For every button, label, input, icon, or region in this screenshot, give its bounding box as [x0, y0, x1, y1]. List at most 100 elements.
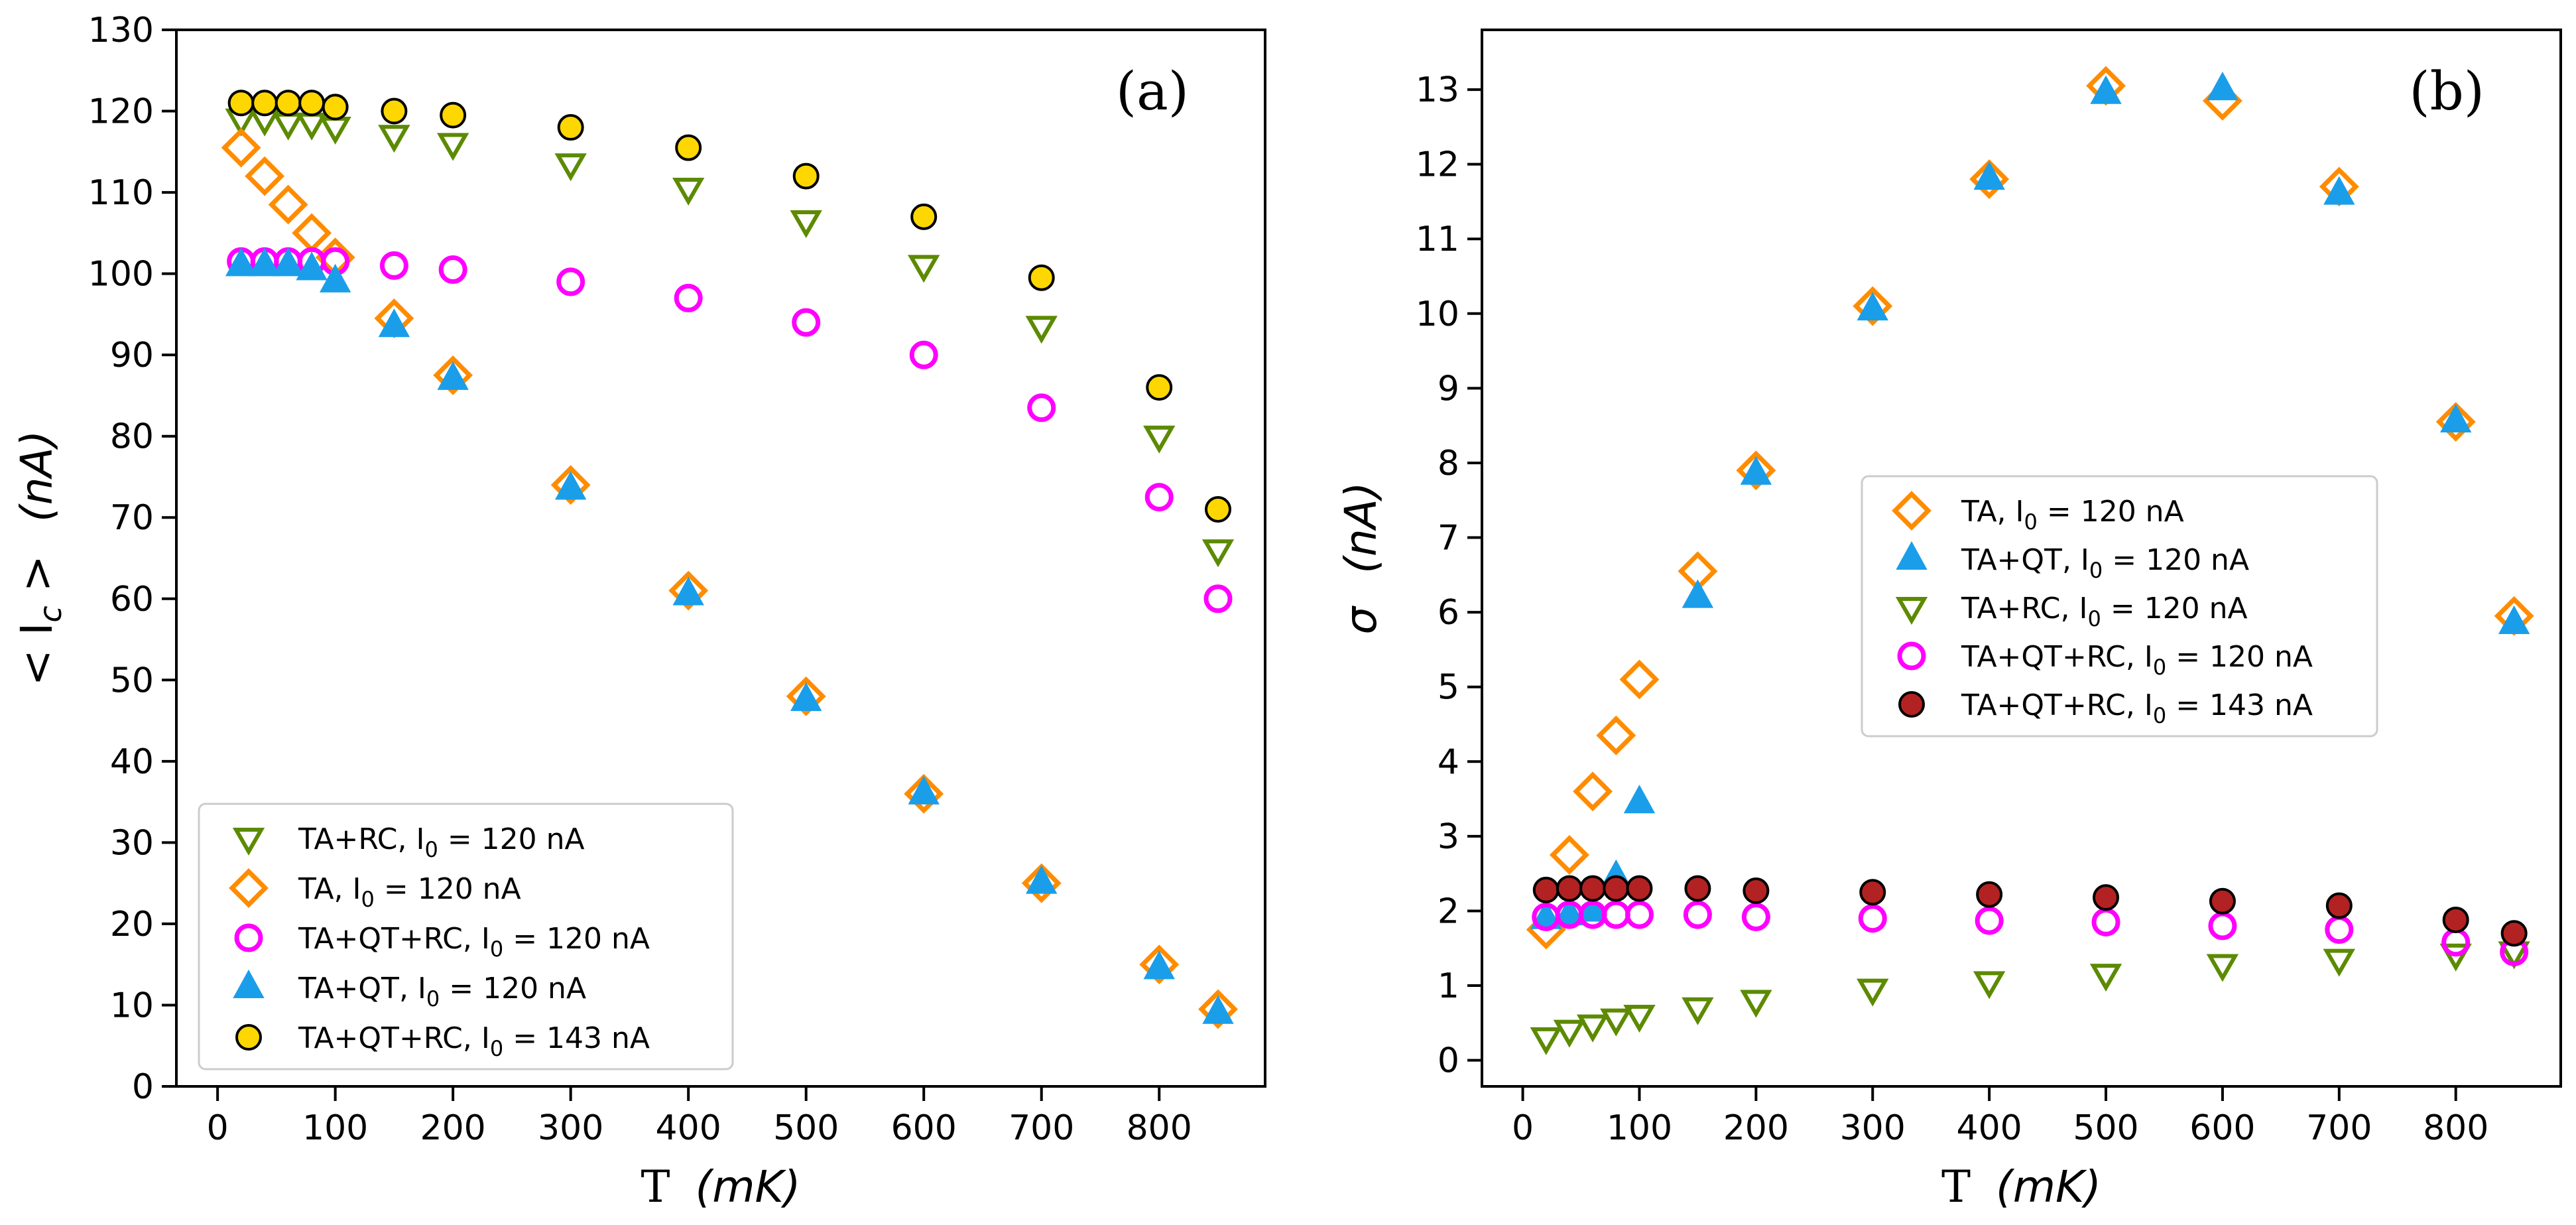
legend-marker — [1896, 541, 1928, 570]
legend-label-prefix: TA+QT+RC, I — [1961, 640, 2153, 674]
data-point — [908, 255, 940, 283]
data-point — [436, 133, 469, 161]
data-point — [2435, 402, 2476, 442]
data-point — [1576, 1014, 1609, 1043]
data-point — [378, 125, 410, 153]
legend-label-prefix: TA+RC, I — [1961, 592, 2087, 625]
data-point — [674, 283, 703, 312]
legend-marker — [232, 828, 265, 856]
x-tick-label: 300 — [1840, 1108, 1906, 1148]
legend-label: TA+QT+RC, I0 = 120 nA — [298, 922, 650, 962]
data-point — [1740, 990, 1772, 1018]
data-point — [1853, 286, 1893, 326]
data-point — [1556, 875, 1583, 902]
x-tick-label: 500 — [2073, 1108, 2138, 1148]
legend-marker — [1892, 491, 1932, 531]
data-point — [1603, 875, 1630, 902]
data-point — [1973, 971, 2006, 999]
y-tick-label: 5 — [1438, 668, 1459, 708]
data-point — [249, 247, 280, 277]
legend-box — [198, 803, 734, 1070]
panel-label: (a) — [1116, 60, 1189, 122]
data-point — [1532, 876, 1560, 903]
data-point — [2091, 907, 2120, 936]
series-ta-qt-rc-143-a — [227, 90, 1231, 523]
x-tick-label: 0 — [207, 1108, 229, 1148]
y-tick-label: 60 — [110, 580, 154, 619]
legend-label: TA+QT, I0 = 120 nA — [1961, 543, 2249, 583]
x-axis-label-symbol: T — [641, 1161, 670, 1212]
data-point — [672, 177, 705, 206]
data-point — [554, 153, 587, 182]
data-point — [319, 263, 351, 292]
data-point — [1549, 835, 1589, 875]
y-tick-label: 2 — [1438, 891, 1459, 931]
x-tick-label: 0 — [1512, 1108, 1534, 1148]
data-point — [1579, 875, 1607, 902]
data-point — [1202, 995, 1234, 1024]
y-axis-label-sub: c — [32, 606, 68, 622]
legend-label-suffix: = 120 nA — [438, 822, 585, 856]
x-tick-label: 100 — [1607, 1108, 1672, 1148]
y-axis-label-main: < I — [11, 623, 62, 686]
y-tick-label: 50 — [110, 661, 154, 700]
data-point — [1975, 906, 2004, 935]
data-point — [1025, 316, 1058, 344]
data-point — [1857, 978, 1889, 1007]
data-point — [227, 90, 255, 117]
data-point — [2323, 176, 2355, 205]
data-point — [2093, 884, 2120, 911]
data-point — [275, 90, 302, 117]
legend-label-sub: 0 — [2089, 558, 2103, 583]
legend-label-prefix: TA+RC, I — [298, 822, 424, 856]
data-point — [296, 251, 328, 281]
x-tick-label: 700 — [1009, 1108, 1074, 1148]
data-point — [1203, 584, 1233, 613]
legend-marker — [235, 1024, 262, 1051]
data-point — [2323, 948, 2355, 977]
data-point — [379, 251, 408, 280]
x-tick-label: 300 — [538, 1108, 603, 1148]
x-tick-label: 600 — [2189, 1108, 2255, 1148]
legend-label-sub: 0 — [2153, 655, 2166, 680]
legend-label-prefix: TA+QT+RC, I — [298, 1021, 490, 1055]
legend-label: TA+QT+RC, I0 = 120 nA — [1961, 640, 2313, 680]
legend-label: TA, I0 = 120 nA — [1961, 495, 2184, 535]
data-point — [1139, 944, 1180, 985]
y-tick-label: 10 — [1416, 294, 1459, 334]
series-ta-qt-rc-143-b — [1532, 875, 2528, 947]
data-point — [1741, 902, 1770, 931]
legend-label-suffix: = 120 nA — [503, 922, 650, 956]
data-point — [2439, 943, 2472, 972]
data-point — [1683, 900, 1712, 929]
y-tick-label: 70 — [110, 498, 154, 538]
x-tick-label: 800 — [2423, 1108, 2488, 1148]
x-tick-label: 200 — [1723, 1108, 1789, 1148]
data-point — [298, 90, 326, 117]
y-tick-label: 90 — [110, 336, 154, 375]
data-point — [1204, 495, 1231, 523]
y-tick-label: 1 — [1438, 966, 1459, 1006]
data-point — [322, 94, 349, 121]
legend-label-sub: 0 — [490, 936, 503, 962]
data-point — [1740, 456, 1772, 485]
data-point — [1619, 659, 1660, 700]
data-point — [1553, 1019, 1586, 1048]
data-point — [1026, 865, 1058, 894]
data-point — [1623, 785, 1656, 814]
y-axis-label-main: σ — [1335, 606, 1386, 635]
data-point — [790, 682, 822, 711]
data-point — [2207, 71, 2239, 101]
data-point — [1623, 1005, 1656, 1033]
data-point — [557, 114, 584, 141]
legend-label-sub: 0 — [426, 986, 440, 1011]
data-point — [1858, 904, 1887, 933]
series-ta-rc — [1530, 941, 2530, 1055]
data-point — [550, 465, 591, 505]
data-point — [433, 355, 473, 395]
data-point — [437, 361, 469, 390]
y-tick-label: 10 — [110, 986, 154, 1025]
y-axis-label-unit: (nA) — [11, 430, 62, 522]
legend-label-suffix: = 143 nA — [2166, 688, 2313, 722]
data-point — [1143, 425, 1176, 454]
